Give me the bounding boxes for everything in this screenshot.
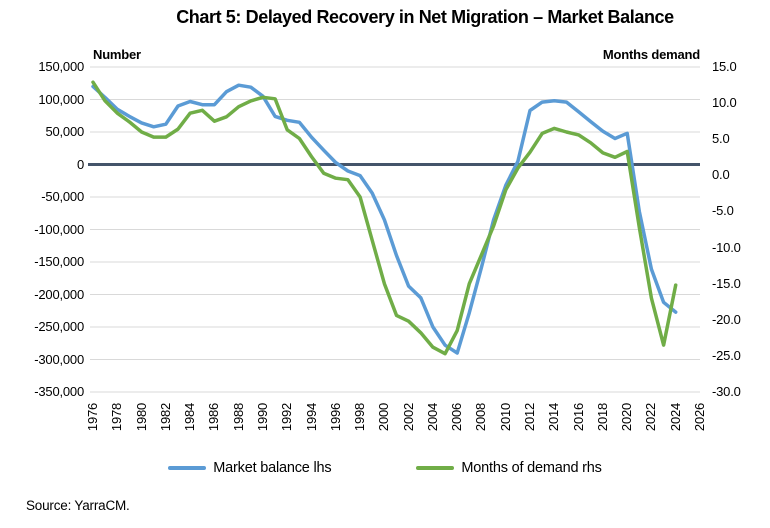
x-tick-label: 1998 — [352, 402, 368, 432]
left-tick-label: -200,000 — [34, 286, 84, 302]
x-tick-label: 1992 — [279, 402, 295, 432]
right-tick-label: -25.0 — [712, 347, 741, 363]
left-axis-title: Number — [93, 47, 141, 62]
x-tick-label: 1994 — [303, 402, 319, 432]
right-tick-label: -30.0 — [712, 384, 741, 399]
legend-item-market-balance: Market balance lhs — [168, 460, 332, 476]
left-tick-label: 50,000 — [45, 124, 84, 139]
x-tick-label: 1996 — [327, 402, 343, 432]
x-tick-label: 1980 — [133, 402, 149, 432]
right-tick-label: 5.0 — [712, 131, 730, 147]
x-tick-label: 1988 — [230, 402, 246, 432]
x-tick-label: 1982 — [157, 402, 173, 432]
left-tick-label: -350,000 — [34, 384, 84, 399]
right-axis-title: Months demand — [602, 47, 700, 62]
source-note: Source: YarraCM. — [26, 498, 130, 513]
x-tick-label: 2006 — [449, 402, 465, 432]
x-tick-label: 1986 — [206, 402, 222, 432]
x-tick-label: 2016 — [570, 402, 586, 432]
market-balance-line-swatch — [168, 465, 207, 471]
chart-title: Chart 5: Delayed Recovery in Net Migrati… — [176, 7, 674, 27]
market-balance-line — [91, 83, 678, 355]
right-tick-label: 0.0 — [712, 167, 730, 183]
months-demand-line-swatch — [416, 465, 455, 471]
left-tick-label: -100,000 — [34, 221, 84, 237]
x-tick-label: 2010 — [497, 402, 513, 432]
legend-label-months-demand: Months of demand rhs — [461, 460, 602, 476]
x-tick-label: 2000 — [376, 402, 392, 432]
right-tick-label: -10.0 — [712, 239, 741, 255]
x-tick-label: 1990 — [254, 402, 270, 432]
x-tick-label: 2014 — [546, 402, 562, 432]
right-tick-label: -20.0 — [712, 311, 741, 327]
right-tick-label: -5.0 — [712, 203, 734, 219]
left-tick-label: 100,000 — [38, 91, 84, 107]
left-tick-label: -150,000 — [34, 254, 84, 269]
x-tick-label: 2004 — [424, 402, 440, 432]
right-tick-label: 10.0 — [712, 95, 737, 111]
legend-item-months-demand: Months of demand rhs — [416, 460, 602, 476]
left-tick-label: 0 — [76, 156, 84, 172]
x-tick-label: 1978 — [109, 402, 125, 432]
left-tick-label: -50,000 — [41, 189, 84, 204]
x-tick-label: 2020 — [619, 402, 635, 432]
months-of-demand-line — [91, 80, 678, 356]
x-tick-label: 2008 — [473, 402, 489, 432]
x-tick-label: 2022 — [643, 402, 659, 432]
right-tick-label: -15.0 — [712, 275, 741, 291]
left-tick-label: -250,000 — [34, 319, 84, 334]
right-tick-label: 15.0 — [712, 59, 737, 74]
chart-legend: Market balance lhs Months of demand rhs — [0, 460, 770, 476]
x-tick-label: 2026 — [692, 402, 707, 432]
x-tick-label: 2024 — [667, 402, 683, 432]
x-tick-label: 2018 — [594, 402, 610, 432]
x-tick-label: 2012 — [522, 402, 538, 432]
legend-label-market-balance: Market balance lhs — [213, 460, 332, 476]
left-tick-label: -300,000 — [34, 351, 84, 367]
x-tick-label: 2002 — [400, 402, 416, 432]
x-tick-label: 1976 — [85, 402, 100, 432]
x-tick-label: 1984 — [182, 402, 198, 432]
left-tick-label: 150,000 — [38, 59, 84, 74]
